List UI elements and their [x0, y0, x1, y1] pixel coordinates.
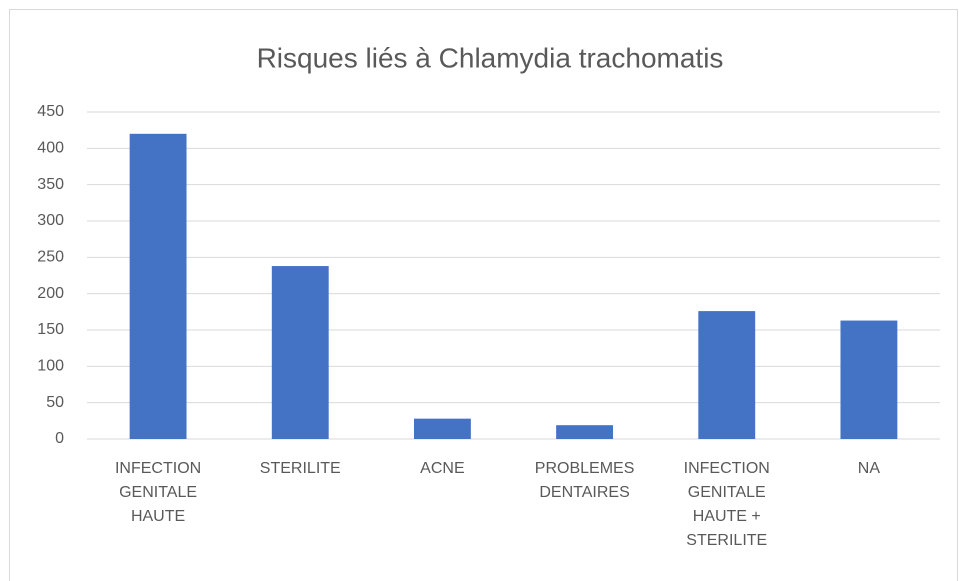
- y-tick-label: 350: [37, 176, 64, 193]
- x-tick-label: NA: [857, 460, 881, 477]
- y-tick-label: 0: [55, 430, 64, 447]
- y-tick-label: 450: [37, 103, 64, 120]
- y-tick-label: 400: [37, 140, 64, 157]
- y-tick-label: 300: [37, 212, 64, 229]
- y-tick-label: 150: [37, 321, 64, 338]
- bar: [271, 266, 329, 439]
- bar: [840, 320, 898, 439]
- y-tick-label: 250: [37, 249, 64, 266]
- bar: [413, 418, 471, 439]
- y-tick-label: 100: [37, 358, 64, 375]
- x-tick-label: STERILITE: [259, 460, 341, 477]
- x-tick-label: ACNE: [420, 460, 465, 477]
- x-tick-label: PROBLEMES DENTAIRES: [534, 460, 635, 501]
- bar: [556, 425, 614, 439]
- bar: [698, 311, 756, 439]
- x-tick-label: INFECTION GENITALE HAUTE + STERILITE: [683, 460, 770, 549]
- y-tick-label: 200: [37, 285, 64, 302]
- bar: [129, 133, 187, 440]
- y-tick-label: 50: [46, 394, 64, 411]
- chart-title: Risques liés à Chlamydia trachomatis: [257, 42, 724, 73]
- x-tick-label: INFECTION GENITALE HAUTE: [114, 460, 202, 525]
- chart-border: [9, 9, 958, 581]
